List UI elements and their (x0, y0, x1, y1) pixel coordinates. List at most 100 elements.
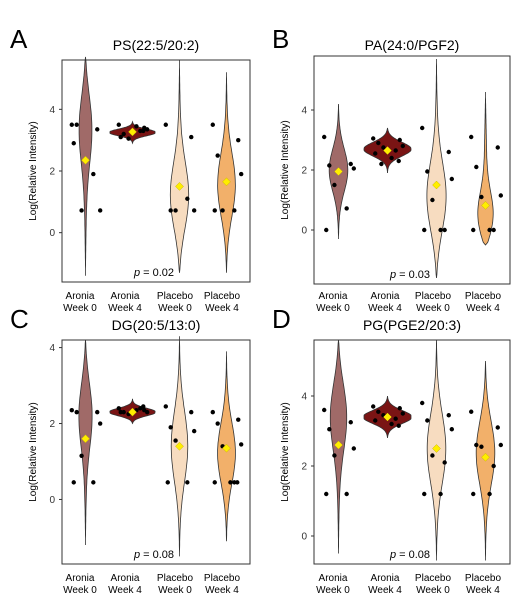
y-tick-label: 2 (301, 462, 307, 473)
data-point (332, 453, 337, 458)
mean-marker (175, 441, 184, 451)
data-point (469, 409, 474, 414)
y-axis-label: Log(Relative Intensity) (280, 402, 291, 502)
data-point (95, 127, 100, 132)
y-tick-label: 0 (301, 532, 307, 543)
category-label: Aronia Week 4 (108, 573, 142, 596)
mean-marker (334, 440, 343, 450)
data-point (425, 169, 430, 174)
data-point (327, 427, 332, 432)
mean-marker (81, 434, 90, 444)
y-axis-label: Log(Relative Intensity) (28, 402, 39, 502)
data-point (141, 128, 146, 134)
data-point (348, 420, 353, 425)
data-point (235, 480, 240, 485)
p-value: p = 0.08 (133, 549, 174, 561)
panel-d: D PG(PGE2/20:3) 0 2 4 Log(Relative Intensity)… (272, 304, 511, 596)
data-point (495, 425, 500, 430)
data-point (469, 134, 474, 140)
data-point (69, 122, 74, 127)
data-point (420, 125, 425, 131)
data-point (69, 408, 74, 413)
data-point (396, 423, 401, 428)
data-point (396, 158, 401, 164)
data-point (74, 122, 79, 127)
mean-marker (481, 452, 490, 462)
category-label: Aronia Week 0 (316, 573, 350, 596)
data-point (236, 137, 241, 143)
mean-marker (334, 167, 343, 176)
panel-letter: D (272, 304, 291, 334)
category-label: Placebo Week 4 (465, 291, 502, 314)
mean-marker (81, 155, 90, 165)
data-point (322, 134, 327, 140)
data-point (471, 491, 476, 497)
data-point (397, 406, 402, 411)
data-point (118, 409, 123, 415)
data-point (168, 425, 173, 430)
category-label: Placebo Week 0 (415, 573, 452, 596)
y-tick-label: 4 (49, 105, 55, 116)
data-point (442, 227, 447, 233)
data-point (332, 182, 337, 188)
panel-b: B PA(24:0/PGF2) 0 2 4 Log(Relative Intensity)… (272, 24, 511, 314)
data-point (430, 453, 435, 458)
data-point (91, 480, 96, 485)
category-label: Aronia Week 4 (368, 291, 402, 314)
data-point (134, 124, 139, 129)
data-point (79, 453, 84, 458)
data-point (344, 206, 349, 211)
data-point (212, 480, 217, 485)
data-point (376, 409, 381, 414)
data-point (185, 480, 190, 485)
data-point (479, 444, 484, 449)
mean-marker (383, 146, 392, 155)
category-label: Aronia Week 0 (316, 291, 350, 314)
data-point (118, 134, 123, 140)
data-point (449, 427, 455, 432)
data-point (474, 442, 479, 448)
data-point (116, 122, 121, 127)
panel-letter: A (10, 24, 28, 54)
data-point (220, 208, 225, 213)
data-point (163, 404, 168, 409)
data-point (185, 196, 190, 201)
data-point (238, 171, 244, 177)
mean-marker (128, 127, 137, 137)
data-point (376, 140, 381, 146)
data-point (371, 404, 376, 409)
data-point (228, 480, 233, 485)
panel-letter: B (272, 24, 289, 54)
category-label: Aronia Week 0 (63, 573, 97, 596)
data-point (491, 463, 496, 469)
data-point (215, 421, 220, 426)
violin-3 (169, 60, 190, 273)
data-point (393, 416, 398, 421)
data-point (498, 193, 504, 198)
category-label: Aronia Week 4 (108, 291, 142, 314)
category-label: Aronia Week 0 (63, 291, 97, 314)
p-value: p = 0.03 (389, 269, 430, 281)
y-tick-label: 0 (301, 226, 307, 237)
data-point (438, 491, 443, 497)
y-tick-label: 0 (49, 495, 55, 506)
category-label: Placebo Week 0 (157, 291, 194, 314)
data-point (95, 409, 100, 415)
p-value: p = 0.08 (389, 549, 430, 561)
data-point (422, 227, 427, 233)
data-point (191, 208, 197, 213)
y-tick-label: 2 (49, 167, 55, 178)
data-point (430, 197, 435, 203)
data-point (400, 143, 406, 149)
data-point (236, 417, 241, 422)
data-point (74, 409, 79, 415)
data-point (126, 136, 131, 141)
data-point (212, 208, 217, 213)
data-point (438, 227, 443, 233)
data-point (116, 406, 121, 411)
data-point (351, 446, 357, 451)
data-point (446, 413, 451, 418)
mean-marker (432, 444, 441, 453)
data-point (420, 400, 425, 406)
data-point (210, 122, 215, 127)
